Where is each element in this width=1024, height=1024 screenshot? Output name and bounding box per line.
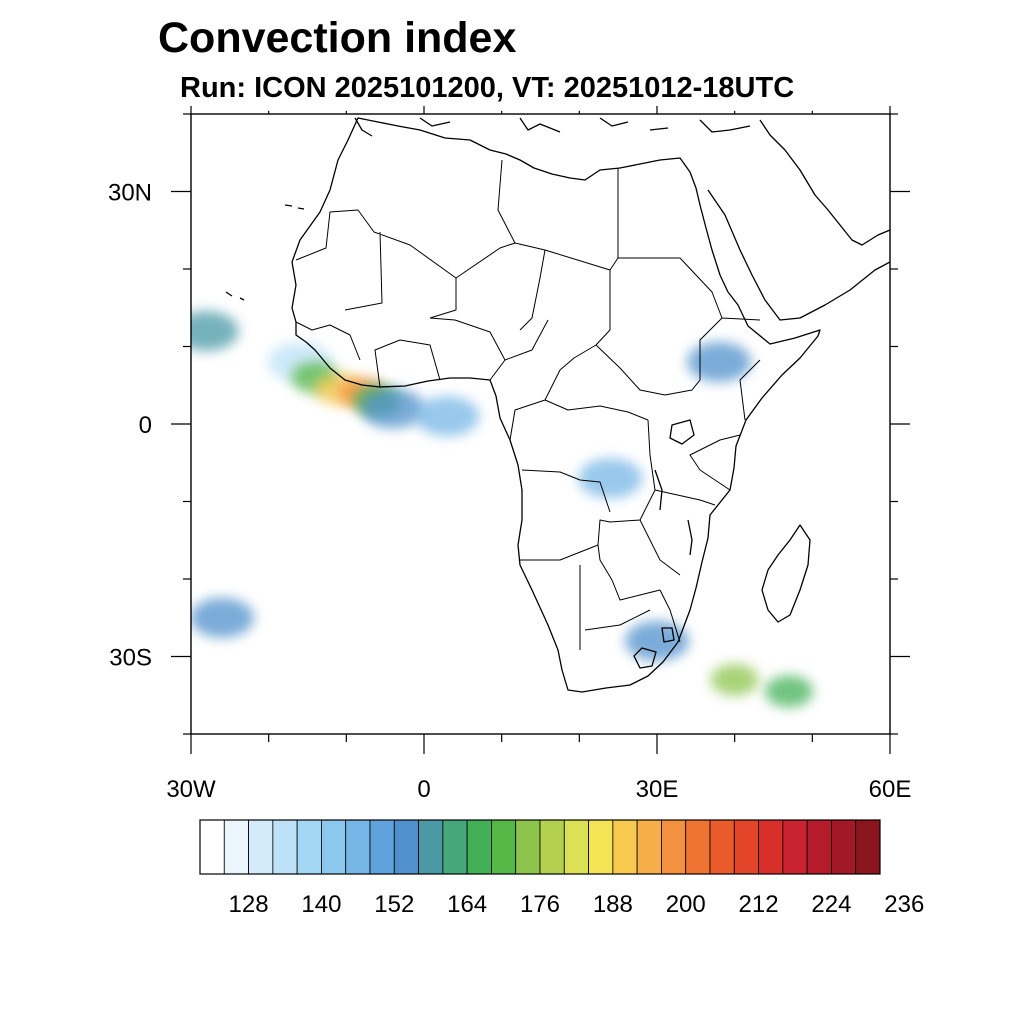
colorbar-label: 236 xyxy=(884,891,924,918)
axis-labels: 30W 0 30E 60E 30N 0 30S xyxy=(108,180,911,804)
colorbar-label: 164 xyxy=(447,891,487,918)
africa-coastline xyxy=(291,117,821,693)
colorbar-swatch xyxy=(758,819,784,875)
south-indian-ocean-convection xyxy=(765,675,814,708)
colorbar-label: 128 xyxy=(229,891,269,918)
congo-convection xyxy=(578,458,643,499)
lake-victoria xyxy=(669,419,695,445)
colorbar-label: 152 xyxy=(374,891,414,918)
atlantic-sw-convection xyxy=(191,597,255,638)
lat-tick-label: 30S xyxy=(109,645,152,672)
atlantic-nw-convection xyxy=(191,311,239,351)
colorbar-swatch xyxy=(855,819,881,875)
axis-ticks xyxy=(171,106,910,754)
madagascar-coastline xyxy=(761,524,811,623)
gulf-of-guinea-convection xyxy=(415,396,480,437)
colorbar-label: 200 xyxy=(666,891,706,918)
colorbar-swatch xyxy=(588,819,614,875)
west-africa-convection xyxy=(360,388,425,429)
colorbar-swatch xyxy=(539,819,565,875)
europe-coastline xyxy=(354,117,751,137)
lon-tick-label: 0 xyxy=(417,776,430,803)
colorbar-label: 176 xyxy=(520,891,560,918)
colorbar-swatch xyxy=(491,819,517,875)
colorbar-swatch xyxy=(393,819,419,875)
colorbar-swatch xyxy=(296,819,322,875)
colorbar-swatch xyxy=(515,819,541,875)
colorbar-swatch xyxy=(345,819,371,875)
country-borders xyxy=(295,159,761,650)
eswatini-border xyxy=(661,627,675,643)
south-indian-ocean-convection xyxy=(710,663,759,696)
colorbar-swatch xyxy=(563,819,589,875)
lon-tick-label: 30W xyxy=(166,776,216,803)
colorbar-swatch xyxy=(248,819,274,875)
colorbar-swatch xyxy=(636,819,662,875)
colorbar-swatch xyxy=(369,819,395,875)
colorbar-swatch xyxy=(272,819,298,875)
colorbar-swatch xyxy=(806,819,832,875)
colorbar-swatch xyxy=(223,819,249,875)
colorbar-swatch xyxy=(466,819,492,875)
colorbar-label: 224 xyxy=(811,891,851,918)
colorbar-swatch xyxy=(709,819,735,875)
convection-field-layer xyxy=(191,311,814,708)
colorbar-swatch xyxy=(661,819,687,875)
lat-tick-label: 0 xyxy=(139,412,152,439)
lon-tick-label: 30E xyxy=(636,776,679,803)
colorbar-label: 188 xyxy=(593,891,633,918)
colorbar-swatch xyxy=(199,819,225,875)
colorbar-swatch xyxy=(612,819,638,875)
chart-subtitle: Run: ICON 2025101200, VT: 20251012-18UTC xyxy=(180,72,795,104)
colorbar-swatch xyxy=(418,819,444,875)
chart-title: Convection index xyxy=(158,14,517,62)
colorbar-label: 212 xyxy=(739,891,779,918)
lat-tick-label: 30N xyxy=(108,180,152,207)
colorbar-swatch xyxy=(733,819,759,875)
lake-tanganyika xyxy=(654,469,663,511)
arabia-coastline xyxy=(707,119,890,321)
coastlines-borders xyxy=(225,117,890,693)
lake-malawi xyxy=(687,519,693,556)
map-frame xyxy=(190,113,891,735)
cape-verde-islands xyxy=(225,291,245,301)
colorbar-swatch xyxy=(831,819,857,875)
colorbar xyxy=(199,819,881,875)
lon-tick-label: 60E xyxy=(869,776,912,803)
colorbar-frame xyxy=(199,819,881,875)
lesotho-border xyxy=(633,647,657,669)
colorbar-label: 140 xyxy=(301,891,341,918)
colorbar-labels: 128 140 152 164 176 188 200 212 224 236 xyxy=(229,891,925,918)
colorbar-swatch xyxy=(321,819,347,875)
east-africa-convection xyxy=(687,342,752,382)
canary-islands xyxy=(284,204,305,210)
colorbar-swatch xyxy=(442,819,468,875)
colorbar-swatch xyxy=(782,819,808,875)
colorbar-swatch xyxy=(685,819,711,875)
